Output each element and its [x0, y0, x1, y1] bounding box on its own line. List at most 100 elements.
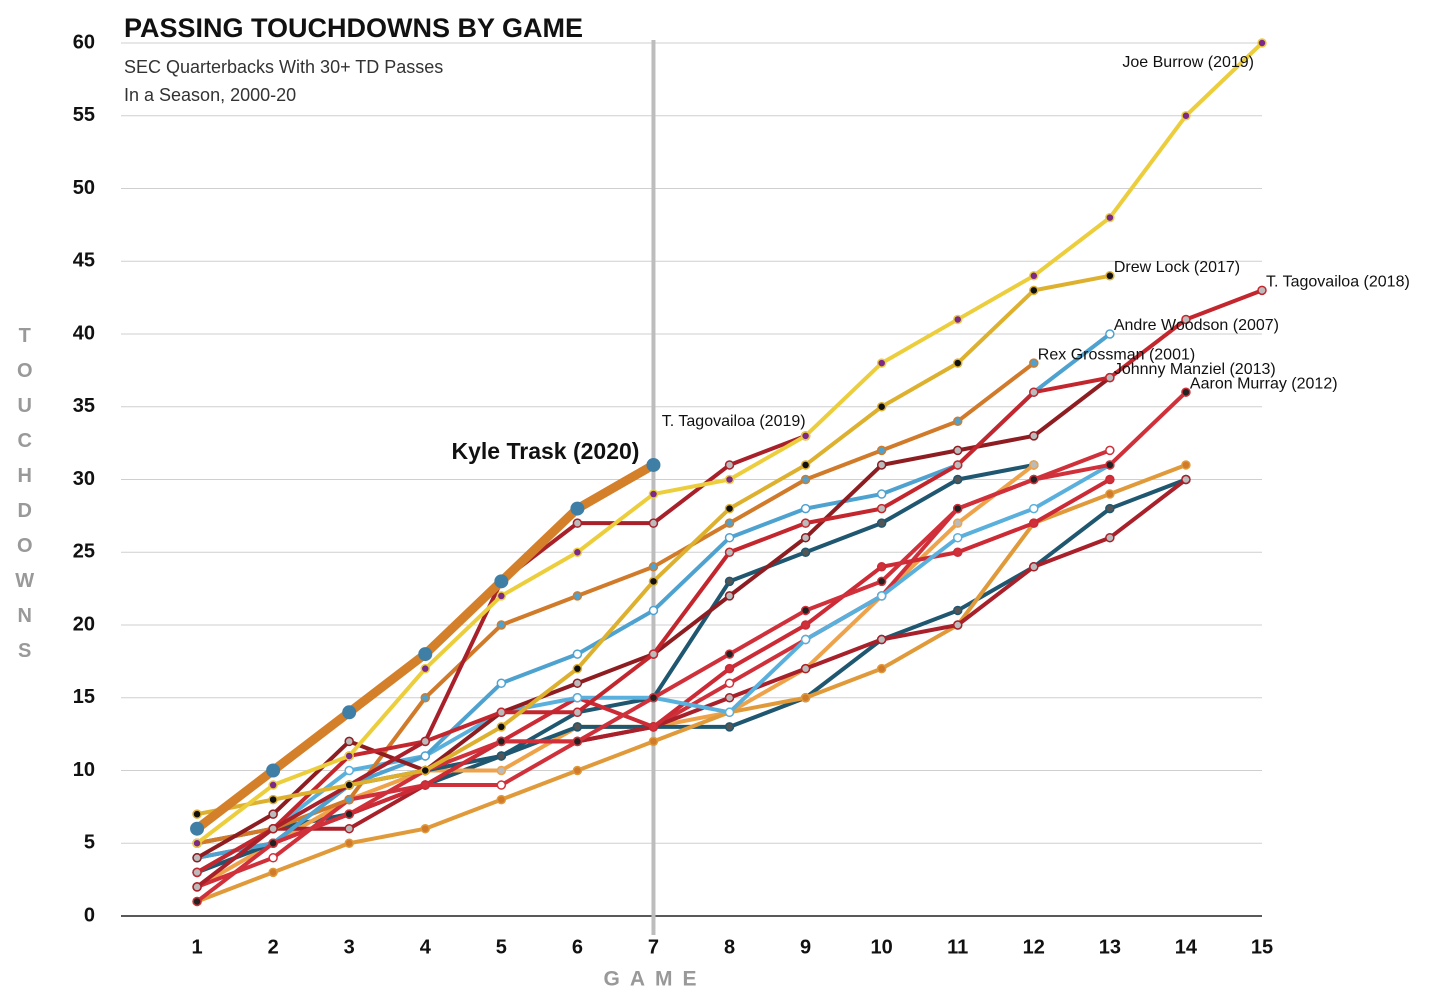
- data-point: [876, 663, 887, 674]
- series-line: [195, 390, 1188, 904]
- data-point: [344, 809, 354, 819]
- x-tick-label: 1: [192, 936, 203, 958]
- data-point: [496, 722, 507, 732]
- x-tick-label: 3: [344, 936, 355, 958]
- data-point: [1029, 474, 1039, 485]
- data-point: [496, 591, 507, 601]
- data-point: [876, 402, 887, 412]
- data-point: [1105, 474, 1115, 485]
- data-point: [952, 547, 963, 557]
- data-point: [800, 532, 811, 543]
- data-point: [952, 518, 963, 528]
- data-point: [268, 794, 278, 805]
- x-tick-label: 12: [1023, 936, 1045, 958]
- y-tick-label: 45: [73, 250, 95, 272]
- data-point: [572, 765, 583, 776]
- y-axis-label: TOUCHDOWNS: [14, 325, 36, 675]
- data-point: [572, 693, 583, 703]
- y-tick-label: 35: [73, 395, 95, 417]
- data-point: [420, 751, 431, 761]
- series-line: [195, 361, 1036, 846]
- data-point: [724, 576, 735, 587]
- x-tick-label: 10: [871, 936, 893, 958]
- data-point: [724, 678, 735, 688]
- data-point: [1029, 460, 1039, 470]
- data-point: [1181, 460, 1191, 470]
- data-point: [1029, 562, 1039, 572]
- data-point: [572, 707, 583, 718]
- data-point: [800, 693, 811, 703]
- data-point: [800, 503, 811, 514]
- data-point: [192, 882, 202, 892]
- data-point: [648, 489, 659, 499]
- data-point: [1105, 489, 1115, 499]
- data-point: [420, 736, 431, 747]
- data-point: [1029, 518, 1039, 528]
- data-point: [724, 663, 735, 674]
- x-tick-label: 4: [420, 936, 432, 958]
- data-point: [876, 562, 887, 572]
- data-point: [344, 823, 354, 834]
- data-point: [1181, 474, 1191, 485]
- data-point: [648, 518, 659, 528]
- data-point: [800, 663, 811, 674]
- data-point: [420, 693, 431, 703]
- data-point: [268, 809, 278, 819]
- data-point: [344, 751, 354, 761]
- series-label: Andre Woodson (2007): [1114, 317, 1279, 334]
- data-point: [496, 780, 507, 790]
- x-tick-label: 9: [800, 936, 811, 958]
- y-tick-label: 20: [73, 613, 95, 635]
- data-point: [724, 474, 735, 485]
- chart-subtitle: In a Season, 2000-20: [124, 85, 296, 105]
- y-tick-label: 25: [73, 541, 95, 563]
- data-point: [420, 780, 431, 790]
- data-point: [724, 591, 735, 601]
- data-point: [570, 501, 585, 516]
- data-point: [876, 489, 887, 499]
- data-point: [572, 591, 583, 601]
- data-point: [952, 445, 963, 456]
- data-point: [648, 693, 659, 703]
- data-point: [1029, 285, 1039, 296]
- x-axis-label: GAME: [604, 968, 707, 991]
- data-point: [268, 853, 278, 863]
- y-tick-label: 30: [73, 468, 95, 490]
- data-point: [418, 647, 433, 662]
- data-point: [648, 562, 659, 572]
- data-point: [724, 532, 735, 543]
- data-point: [1105, 532, 1115, 543]
- data-point: [1257, 38, 1267, 48]
- data-point: [1029, 431, 1039, 441]
- data-point: [876, 503, 887, 514]
- data-point: [724, 707, 735, 718]
- data-point: [268, 838, 278, 848]
- y-tick-label: 15: [73, 686, 95, 708]
- data-point: [420, 765, 431, 776]
- series-label: Kyle Trask (2020): [452, 438, 640, 464]
- data-point: [268, 867, 278, 878]
- data-point: [952, 460, 963, 470]
- data-point: [1257, 285, 1267, 296]
- x-tick-label: 6: [572, 936, 583, 958]
- data-point: [344, 794, 354, 805]
- data-point: [1029, 387, 1039, 397]
- data-point: [342, 705, 357, 720]
- y-tick-label: 5: [84, 832, 95, 854]
- data-point: [724, 460, 735, 470]
- data-point: [420, 823, 431, 834]
- data-point: [420, 663, 431, 674]
- y-tick-label: 60: [73, 31, 95, 53]
- x-tick-label: 13: [1099, 936, 1121, 958]
- data-point: [876, 445, 887, 456]
- data-point: [268, 823, 278, 834]
- data-point: [344, 838, 354, 848]
- data-point: [800, 547, 811, 557]
- x-tick-label: 5: [496, 936, 507, 958]
- series-label: Rex Grossman (2001): [1038, 346, 1195, 363]
- data-point: [648, 576, 659, 587]
- series-label: T. Tagovailoa (2018): [1266, 274, 1410, 291]
- x-tick-label: 2: [268, 936, 279, 958]
- data-point: [876, 634, 887, 645]
- data-point: [1105, 212, 1115, 223]
